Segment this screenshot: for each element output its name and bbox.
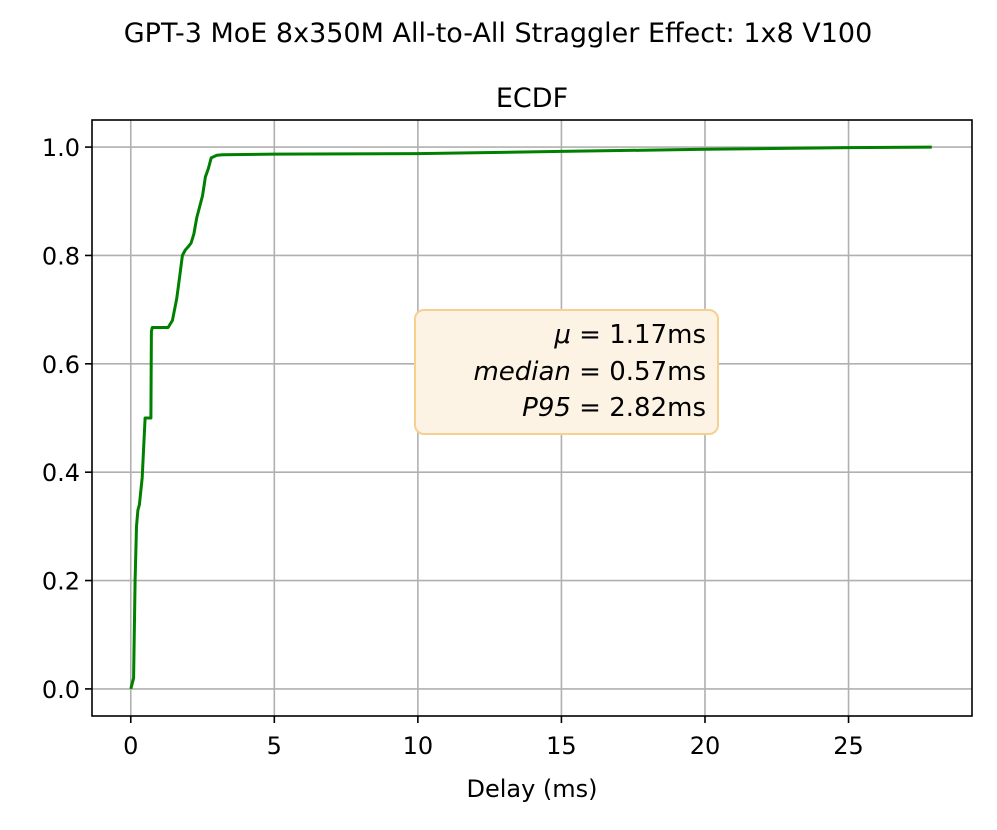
x-tick-label: 0: [123, 732, 138, 760]
stat-mean: μ = 1.17ms: [553, 320, 706, 350]
y-tick-label: 0.6: [42, 351, 80, 379]
ecdf-line: [129, 145, 932, 690]
chart-title: ECDF: [496, 83, 568, 114]
x-tick-label: 10: [403, 732, 434, 760]
x-tick-label: 15: [546, 732, 577, 760]
y-tick-label: 0.4: [42, 459, 80, 487]
y-tick-label: 0.0: [42, 676, 80, 704]
stats-box: μ = 1.17ms median = 0.57ms P95 = 2.82ms: [414, 309, 719, 435]
stat-median-symbol: median: [473, 357, 570, 387]
stat-mean-symbol: μ: [553, 320, 571, 350]
stat-p95-value: = 2.82ms: [571, 393, 706, 423]
series-layer: [129, 145, 932, 690]
y-tick-label: 0.8: [42, 242, 80, 270]
stat-median-value: = 0.57ms: [571, 357, 706, 387]
x-axis-label: Delay (ms): [466, 775, 597, 803]
x-tick-label: 20: [690, 732, 721, 760]
y-tick-label: 1.0: [42, 134, 80, 162]
stat-p95: P95 = 2.82ms: [522, 393, 706, 423]
stats-box-background: [414, 309, 719, 435]
stat-p95-symbol: P95: [522, 393, 571, 423]
x-tick-label: 5: [267, 732, 282, 760]
stat-median: median = 0.57ms: [473, 357, 706, 387]
x-tick-label: 25: [833, 732, 864, 760]
y-tick-label: 0.2: [42, 568, 80, 596]
figure-suptitle: GPT-3 MoE 8x350M All-to-All Straggler Ef…: [124, 18, 873, 49]
plot-frame: [91, 119, 973, 717]
stat-mean-value: = 1.17ms: [571, 320, 706, 350]
axis-ticks: 0 5 10 15 20 25 0.0 0.2 0.4 0.6 0.8 1.0: [42, 134, 864, 760]
